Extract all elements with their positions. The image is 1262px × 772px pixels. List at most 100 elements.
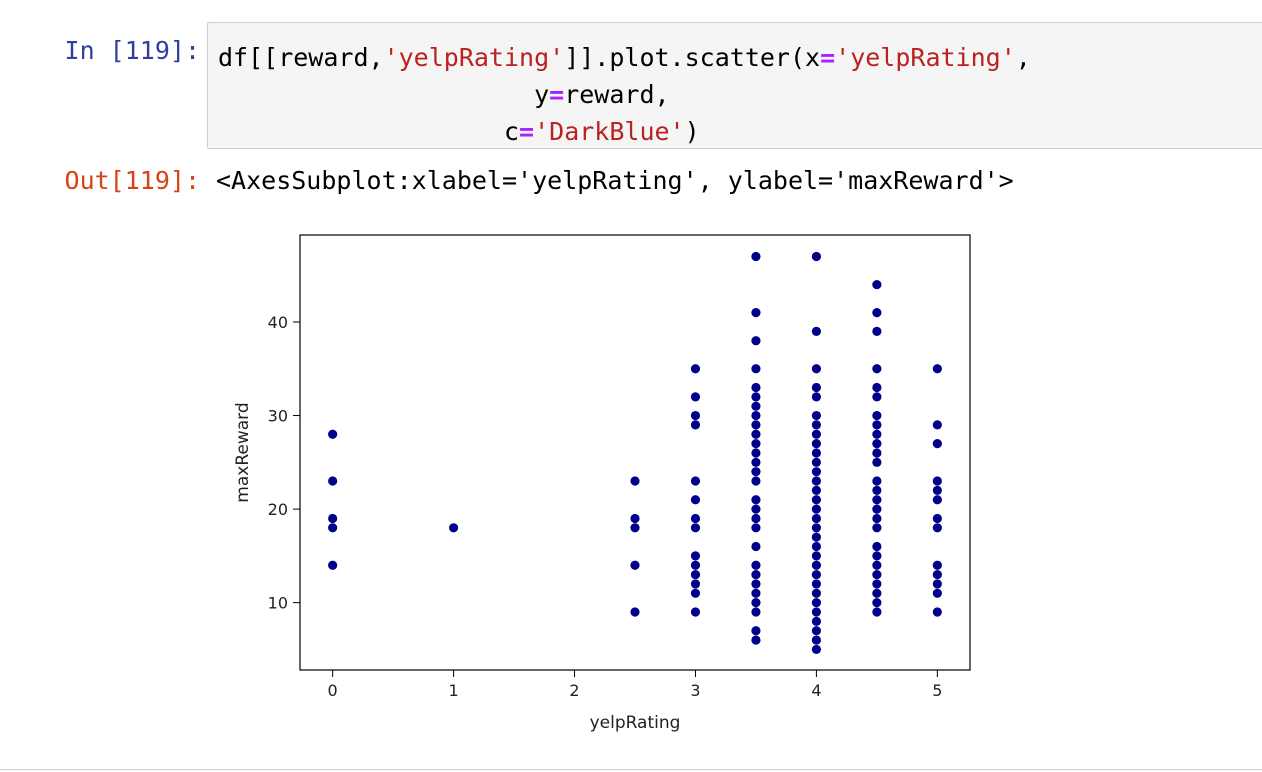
data-point — [328, 429, 338, 439]
data-point — [811, 560, 822, 570]
data-point — [932, 495, 942, 505]
data-point — [690, 392, 701, 402]
x-tick-label: 3 — [690, 681, 700, 700]
data-point — [872, 410, 882, 421]
data-point — [872, 607, 882, 617]
data-point — [751, 457, 761, 467]
x-tick-label: 1 — [448, 681, 458, 700]
data-point — [328, 523, 338, 533]
data-point — [751, 476, 761, 486]
code-token: reward, — [564, 80, 670, 109]
data-point — [690, 569, 701, 580]
data-point — [811, 523, 822, 533]
data-point — [811, 364, 822, 374]
data-point — [751, 495, 761, 505]
data-point — [690, 513, 701, 524]
data-point — [448, 523, 459, 533]
data-point — [872, 569, 882, 580]
data-point — [811, 569, 822, 580]
data-point — [811, 392, 822, 402]
data-point — [690, 523, 701, 533]
data-point — [811, 251, 822, 262]
data-point — [751, 420, 761, 430]
code-token: c — [218, 117, 520, 146]
data-point — [690, 410, 701, 421]
data-point — [690, 551, 701, 561]
code-line: df[[reward,'yelpRating']].plot.scatter(x… — [218, 39, 1031, 76]
data-point — [751, 598, 761, 608]
data-point — [751, 401, 761, 411]
code-token: 'yelpRating' — [383, 43, 565, 72]
data-point — [811, 420, 822, 430]
data-point — [690, 607, 701, 617]
y-tick-label: 30 — [268, 407, 288, 426]
data-point — [872, 382, 882, 393]
data-point — [690, 560, 701, 570]
data-point — [690, 364, 701, 374]
data-point — [811, 513, 822, 524]
data-point — [630, 513, 640, 524]
data-point — [751, 308, 761, 318]
data-point — [872, 495, 882, 505]
data-point — [811, 588, 822, 598]
data-point — [690, 420, 701, 430]
data-point — [872, 308, 882, 318]
data-point — [751, 392, 761, 402]
data-point — [872, 523, 882, 533]
data-point — [751, 410, 761, 421]
data-point — [932, 485, 942, 495]
code-token: ) — [684, 117, 700, 146]
y-axis-label: maxReward — [233, 402, 253, 502]
data-point — [872, 279, 882, 290]
data-point — [811, 326, 822, 336]
data-point — [751, 541, 761, 552]
data-point — [872, 448, 882, 458]
cell-divider — [0, 769, 1262, 770]
data-point — [811, 635, 822, 645]
code-cell[interactable]: df[[reward,'yelpRating']].plot.scatter(x… — [207, 22, 1262, 149]
data-point — [872, 541, 882, 552]
data-point — [751, 523, 761, 533]
data-point — [811, 476, 822, 486]
data-point — [872, 485, 882, 495]
data-point — [630, 523, 640, 533]
data-point — [751, 364, 761, 374]
data-point — [751, 429, 761, 439]
code-editor[interactable]: df[[reward,'yelpRating']].plot.scatter(x… — [218, 39, 1031, 150]
data-point — [932, 523, 942, 533]
data-point — [328, 513, 338, 524]
data-point — [690, 495, 701, 505]
x-tick-label: 5 — [932, 681, 942, 700]
data-point — [872, 579, 882, 589]
data-point — [872, 588, 882, 598]
data-point — [811, 598, 822, 608]
data-point — [872, 439, 882, 449]
y-tick-label: 20 — [268, 500, 288, 519]
data-point — [872, 513, 882, 524]
data-point — [751, 588, 761, 598]
x-tick-label: 2 — [569, 681, 579, 700]
data-point — [751, 607, 761, 617]
code-token: ]].plot.scatter(x — [564, 43, 821, 72]
plot-frame — [299, 234, 971, 671]
data-point — [811, 429, 822, 439]
data-point — [811, 410, 822, 421]
data-point — [811, 439, 822, 449]
data-point — [872, 504, 882, 514]
data-point — [811, 579, 822, 589]
x-tick-label: 0 — [328, 681, 338, 700]
data-point — [811, 382, 822, 393]
code-token: 'DarkBlue' — [534, 117, 685, 146]
data-point — [751, 439, 761, 449]
data-point — [932, 560, 942, 570]
code-token: y — [218, 80, 550, 109]
data-point — [932, 579, 942, 589]
data-point — [751, 336, 761, 346]
data-point — [872, 560, 882, 570]
data-point — [932, 588, 942, 598]
data-point — [811, 448, 822, 458]
data-point — [811, 607, 822, 617]
code-token: = — [519, 117, 535, 146]
x-axis-label: yelpRating — [590, 713, 681, 733]
data-point — [932, 513, 942, 524]
